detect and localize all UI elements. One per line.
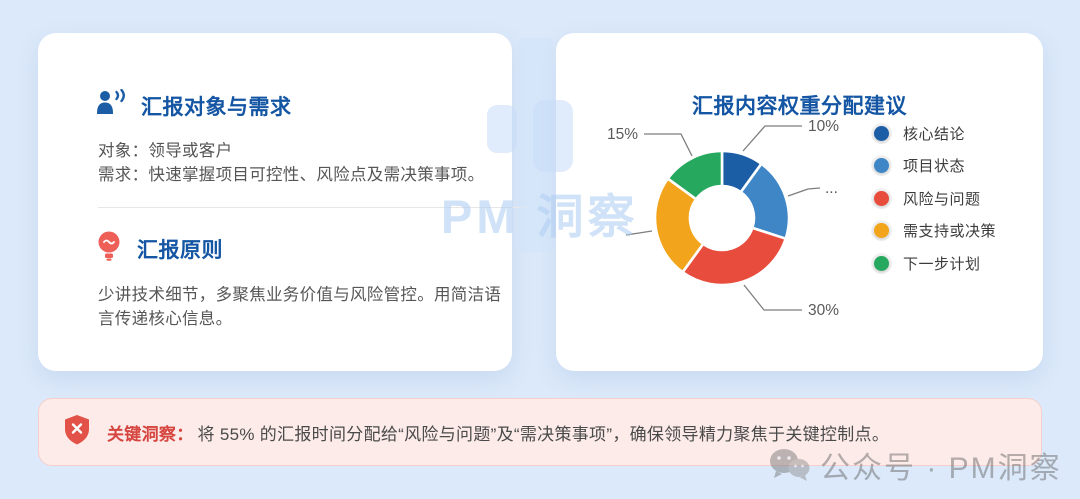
insight-banner: 关键洞察：将 55% 的汇报时间分配给“风险与问题”及“需决策事项”，确保领导精… — [38, 398, 1042, 466]
legend-item-3: 风险与问题 — [874, 182, 996, 215]
legend-dot-4 — [874, 223, 889, 239]
legend-item-5: 下一步计划 — [874, 247, 996, 280]
chart-legend: 核心结论项目状态风险与问题需支持或决策 下一步计划 — [874, 117, 996, 280]
legend-item-2: 项目状态 — [874, 150, 996, 183]
principle-body: 少讲技术细节，多聚焦业务价值与风险管控。用简洁语言传递核心信息。 — [98, 286, 502, 328]
callout-label-1: 10% — [808, 118, 839, 135]
chart-card: 汇报内容权重分配建议 10%... 30% 15% 核心结论项目状态风险与问题需支持… — [556, 33, 1043, 371]
callout-label-3: 30% — [808, 302, 839, 319]
callout-line-3 — [743, 284, 802, 311]
principle-title: 汇报原则 — [137, 238, 223, 262]
audience-line-2: 需求：快速掌握项目可控性、风险点及需决策事项。 — [98, 166, 485, 184]
chart-title: 汇报内容权重分配建议 — [692, 95, 907, 118]
callout-label-2: ... — [825, 180, 838, 197]
callout-line-5 — [644, 133, 693, 157]
legend-dot-3 — [874, 190, 889, 206]
lightbulb-icon — [96, 231, 122, 266]
insight-body: 将 55% 的汇报时间分配给“风险与问题”及“需决策事项”，确保领导精力聚焦于关… — [197, 424, 890, 444]
insight-label: 关键洞察： — [107, 424, 194, 444]
donut-slice-4 — [653, 177, 705, 274]
person-speaking-icon — [96, 88, 126, 122]
legend-label-4: 需支持或决策 — [903, 223, 997, 241]
legend-label-2: 项目状态 — [903, 158, 966, 176]
callout-line-4 — [625, 230, 653, 236]
legend-label-5: 下一步计划 — [903, 255, 981, 273]
legend-dot-5 — [874, 255, 889, 271]
shield-x-icon — [63, 414, 91, 451]
watermark-logo-bar — [519, 38, 553, 252]
insight-text: 关键洞察：将 55% 的汇报时间分配给“风险与问题”及“需决策事项”，确保领导精… — [107, 420, 889, 445]
card-divider — [98, 207, 528, 208]
legend-dot-1 — [874, 125, 889, 141]
callout-line-1 — [742, 125, 802, 152]
donut-slice-3 — [681, 226, 787, 287]
audience-card: 汇报对象与需求 对象：领导或客户 需求：快速掌握项目可控性、风险点及需决策事项。… — [38, 33, 528, 371]
callout-line-2 — [787, 187, 821, 197]
legend-dot-2 — [874, 158, 889, 174]
donut-slice-5 — [666, 149, 724, 201]
legend-item-1: 核心结论 — [874, 117, 996, 150]
legend-label-1: 核心结论 — [903, 125, 966, 143]
audience-line-1: 对象：领导或客户 — [98, 142, 233, 160]
audience-header: 汇报对象与需求 — [96, 88, 292, 122]
legend-label-3: 风险与问题 — [903, 190, 981, 208]
principle-header: 汇报原则 — [96, 231, 223, 266]
audience-title: 汇报对象与需求 — [141, 95, 292, 119]
callout-label-5: 15% — [607, 126, 638, 143]
donut-chart-svg: 10%... 30% 15% — [607, 118, 839, 319]
legend-item-4: 需支持或决策 — [874, 215, 996, 248]
